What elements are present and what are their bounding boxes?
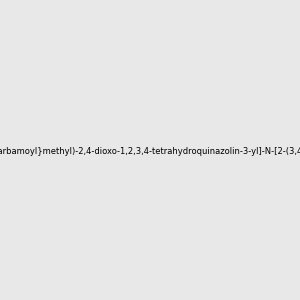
Text: 3-[1-({[2-(cyclohex-1-en-1-yl)ethyl]carbamoyl}methyl)-2,4-dioxo-1,2,3,4-tetrahyd: 3-[1-({[2-(cyclohex-1-en-1-yl)ethyl]carb… — [0, 147, 300, 156]
